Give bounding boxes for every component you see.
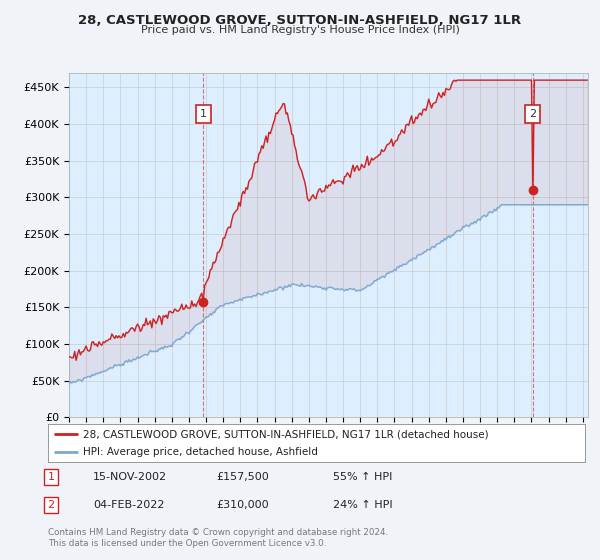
Text: HPI: Average price, detached house, Ashfield: HPI: Average price, detached house, Ashf… <box>83 447 318 458</box>
Text: 15-NOV-2002: 15-NOV-2002 <box>93 472 167 482</box>
Text: 1: 1 <box>200 109 206 119</box>
Text: 2: 2 <box>529 109 536 119</box>
Text: 55% ↑ HPI: 55% ↑ HPI <box>333 472 392 482</box>
Text: 2: 2 <box>47 500 55 510</box>
Text: £157,500: £157,500 <box>216 472 269 482</box>
Text: Price paid vs. HM Land Registry's House Price Index (HPI): Price paid vs. HM Land Registry's House … <box>140 25 460 35</box>
Text: 28, CASTLEWOOD GROVE, SUTTON-IN-ASHFIELD, NG17 1LR (detached house): 28, CASTLEWOOD GROVE, SUTTON-IN-ASHFIELD… <box>83 429 488 439</box>
Text: 28, CASTLEWOOD GROVE, SUTTON-IN-ASHFIELD, NG17 1LR: 28, CASTLEWOOD GROVE, SUTTON-IN-ASHFIELD… <box>79 14 521 27</box>
Text: £310,000: £310,000 <box>216 500 269 510</box>
Text: Contains HM Land Registry data © Crown copyright and database right 2024.
This d: Contains HM Land Registry data © Crown c… <box>48 528 388 548</box>
Text: 1: 1 <box>47 472 55 482</box>
Text: 24% ↑ HPI: 24% ↑ HPI <box>333 500 392 510</box>
Text: 04-FEB-2022: 04-FEB-2022 <box>93 500 164 510</box>
